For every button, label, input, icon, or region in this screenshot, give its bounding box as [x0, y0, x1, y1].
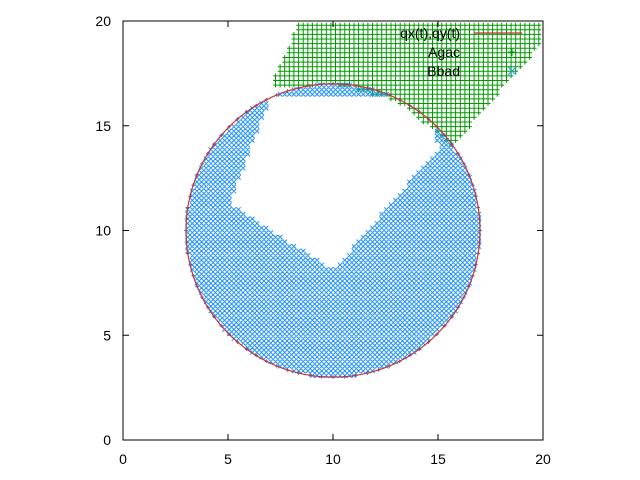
x-tick-label: 15 [430, 451, 446, 467]
legend-label: Bbad [427, 63, 460, 79]
y-tick-label: 5 [103, 327, 111, 343]
x-tick-label: 5 [224, 451, 232, 467]
legend: qx(t),qy(t) Agac Bbad [400, 25, 522, 79]
curve-layer [184, 82, 482, 379]
legend-cross-swatch [507, 66, 517, 76]
legend-entry: Agac [428, 44, 516, 60]
plot-regions [185, 22, 542, 379]
qx-qy-curve [185, 83, 481, 378]
x-tick-label: 0 [119, 451, 127, 467]
legend-entry: qx(t),qy(t) [400, 25, 522, 41]
legend-entry: Bbad [427, 63, 517, 79]
y-tick-label: 10 [95, 223, 111, 239]
y-tick-label: 0 [103, 432, 111, 448]
x-tick-label: 20 [535, 451, 551, 467]
legend-label: Agac [428, 44, 460, 60]
y-tick-label: 15 [95, 118, 111, 134]
legend-plus-swatch [508, 48, 516, 56]
legend-label: qx(t),qy(t) [400, 25, 460, 41]
y-tick-label: 20 [95, 13, 111, 29]
x-axis: 0 5 10 15 20 [119, 21, 551, 467]
x-tick-label: 10 [325, 451, 341, 467]
y-axis: 0 5 10 15 20 [95, 13, 543, 448]
